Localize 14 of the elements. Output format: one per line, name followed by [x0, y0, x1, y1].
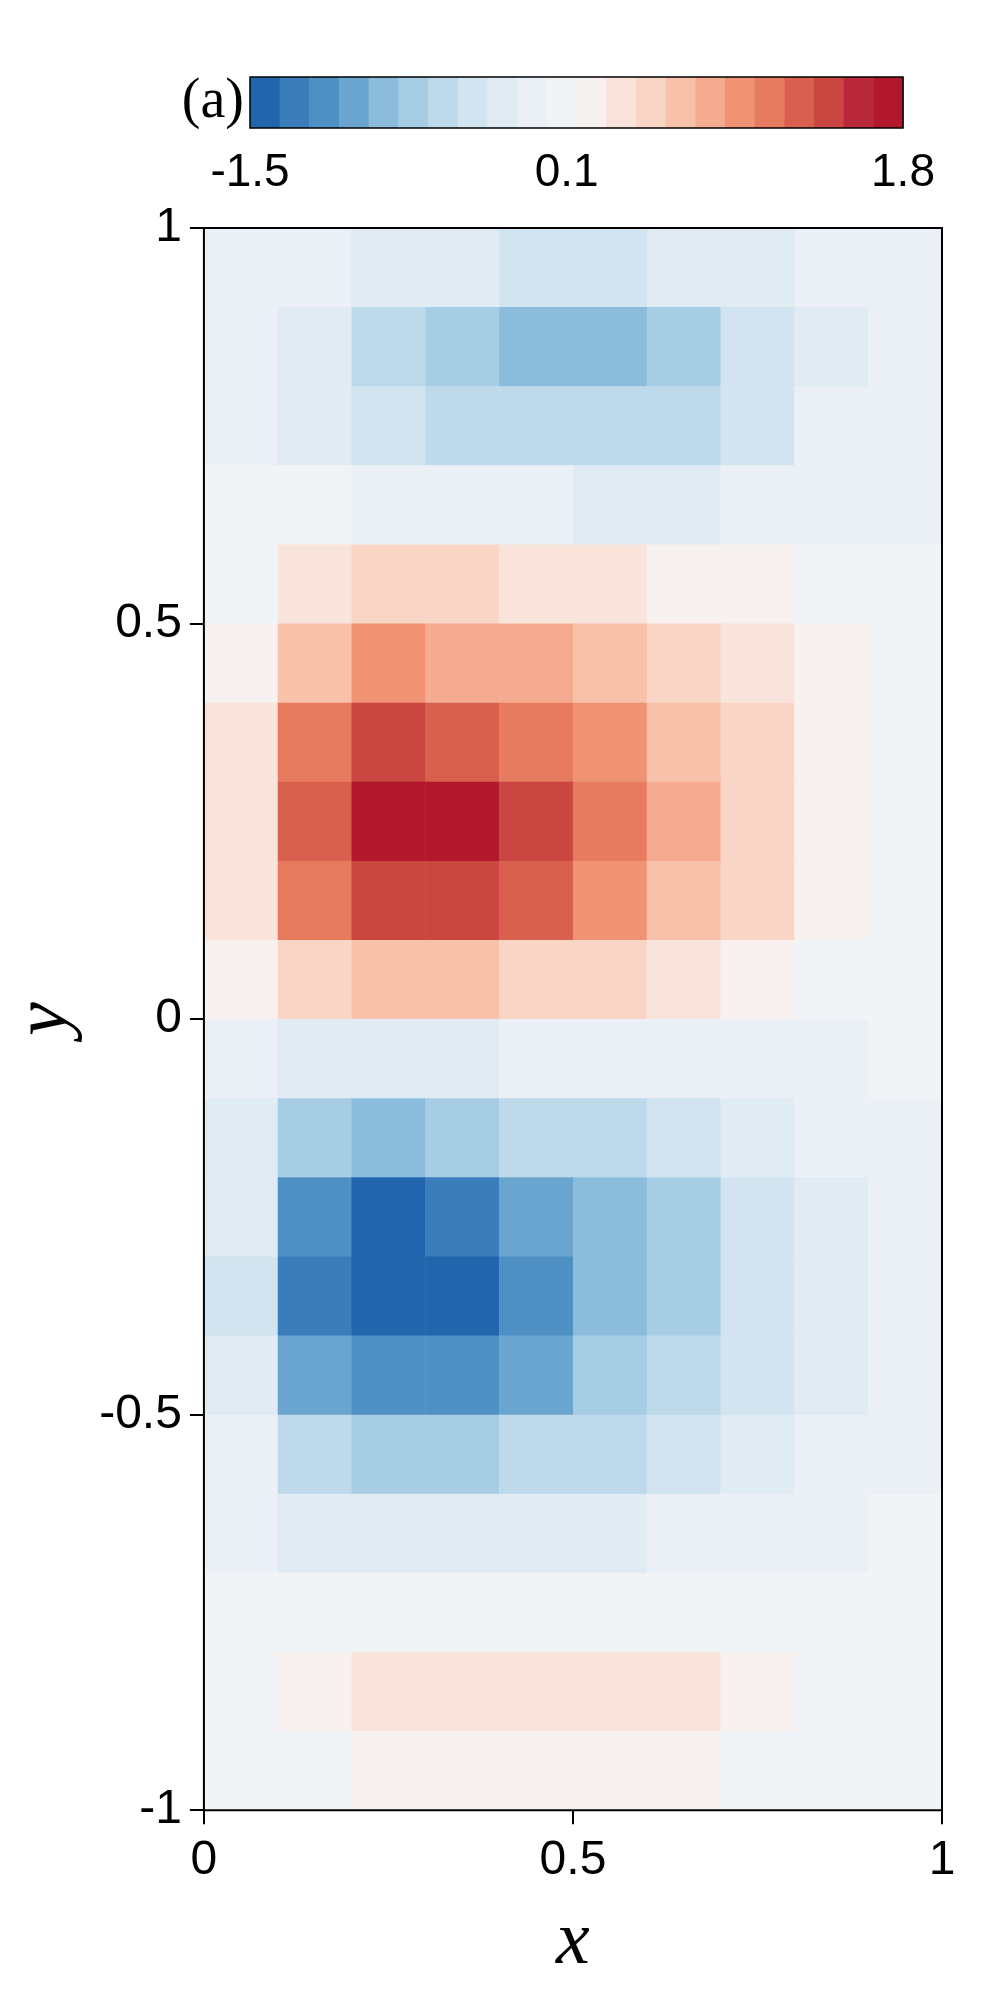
- color-bar-label: 1.8: [871, 143, 935, 196]
- x-tick-label: 0.5: [539, 1831, 607, 1885]
- y-tick-label: 0.5: [115, 593, 182, 647]
- y-tick-label: 0: [155, 989, 182, 1043]
- x-tick-label: 1: [928, 1831, 956, 1885]
- color-bar-label: 0.1: [534, 143, 599, 196]
- y-axis-title: y: [0, 1001, 82, 1043]
- y-tick-label: -1: [139, 1780, 182, 1834]
- y-tick-label: 1: [155, 198, 182, 252]
- x-tick-label: 0: [190, 1831, 218, 1885]
- chart-title: (a): [181, 67, 244, 131]
- x-axis-title: x: [555, 1895, 591, 1980]
- color-bar-label: -1.5: [210, 143, 290, 196]
- y-tick-label: -0.5: [99, 1384, 182, 1438]
